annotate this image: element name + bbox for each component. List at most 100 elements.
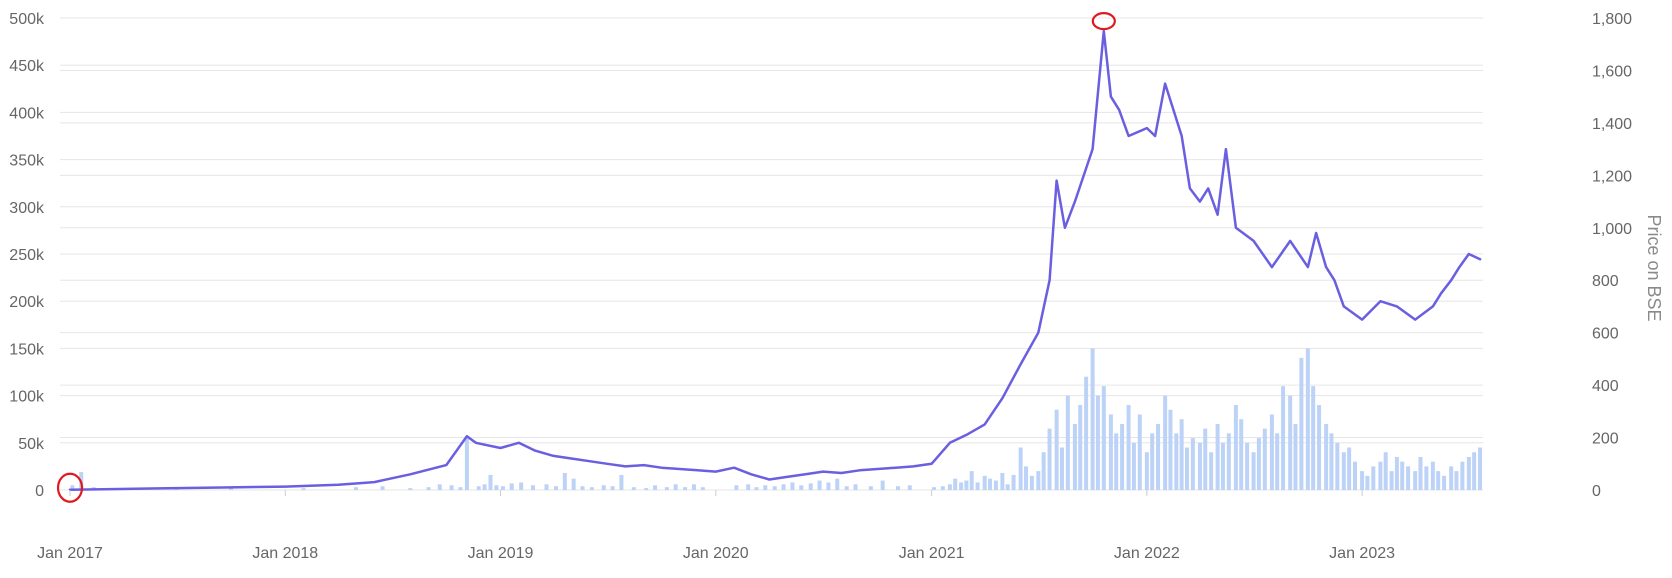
volume-bar (408, 488, 413, 490)
x-tick-label: Jan 2022 (1114, 545, 1180, 562)
left-tick-label: 350k (9, 153, 45, 170)
volume-bar (683, 487, 688, 490)
right-tick-label: 600 (1592, 326, 1619, 343)
volume-bar (1256, 438, 1261, 490)
volume-bar (500, 486, 505, 490)
volume-bar (1275, 433, 1280, 490)
volume-bar (799, 485, 804, 490)
volume-bar (1239, 419, 1244, 490)
volume-bar (1418, 456, 1423, 490)
line-series (68, 29, 1482, 491)
volume-bar (589, 487, 594, 490)
left-tick-label: 150k (9, 341, 45, 358)
volume-bar (734, 485, 739, 490)
volume-bar (70, 485, 75, 490)
volume-bar (1245, 442, 1250, 490)
volume-bar (1460, 461, 1465, 490)
volume-bar (1209, 452, 1214, 490)
volume-bar (1072, 423, 1077, 490)
right-axis-ticks: 0 200 400 600 800 1,000 1,200 1,400 1,600 1,800 (1592, 11, 1632, 500)
volume-bar (1389, 471, 1394, 490)
volume-bar (826, 482, 831, 490)
volume-bar (1305, 348, 1310, 490)
volume-bar (868, 486, 873, 490)
x-tick-label: Jan 2020 (683, 545, 749, 562)
volume-bar (1197, 442, 1202, 490)
volume-bar (1360, 471, 1365, 490)
volume-bar (1168, 409, 1173, 490)
volume-bar (964, 480, 969, 490)
volume-bar (530, 485, 535, 490)
volume-bar (1233, 405, 1238, 490)
volume-bar (644, 488, 649, 490)
right-tick-label: 0 (1592, 483, 1601, 500)
left-tick-label: 250k (9, 247, 45, 264)
volume-bar (1251, 452, 1256, 490)
volume-bar (553, 486, 558, 490)
volume-bar (653, 485, 658, 490)
volume-bar (1137, 414, 1142, 490)
volume-bar (691, 484, 696, 490)
volume-bar (1090, 348, 1095, 490)
volume-bar (380, 486, 385, 490)
volume-bar (1059, 447, 1064, 490)
volume-bar (1347, 447, 1352, 490)
volume-bar (781, 484, 786, 490)
volume-bar (1383, 452, 1388, 490)
volume-bar (1449, 466, 1454, 490)
volume-bar (1041, 452, 1046, 490)
volume-bar (940, 486, 945, 490)
volume-bar (562, 473, 567, 490)
volume-bar (571, 478, 576, 490)
volume-bar (1406, 466, 1411, 490)
right-tick-label: 1,000 (1592, 221, 1632, 238)
volume-bar (458, 487, 463, 490)
volume-bar (947, 484, 952, 490)
volume-bar (1288, 395, 1293, 490)
volume-bar (817, 480, 822, 490)
volume-bar (1281, 386, 1286, 490)
right-axis-title: Price on BSE (1644, 214, 1664, 321)
volume-bar (1413, 471, 1418, 490)
volume-bar (1018, 447, 1023, 490)
volume-bar (509, 483, 514, 490)
volume-bar (544, 484, 549, 490)
volume-bar (1341, 452, 1346, 490)
volume-bar (1156, 423, 1161, 490)
volume-bar (229, 488, 234, 490)
volume-bar (1150, 433, 1155, 490)
left-tick-label: 50k (18, 436, 45, 453)
right-tick-label: 1,600 (1592, 63, 1632, 80)
volume-bar (426, 487, 431, 490)
volume-bar (700, 487, 705, 490)
x-tick-label: Jan 2023 (1329, 545, 1395, 562)
volume-bar (1394, 456, 1399, 490)
volume-bar (580, 486, 585, 490)
volume-bar (987, 478, 992, 490)
volume-bar (631, 487, 636, 490)
volume-bar (1311, 386, 1316, 490)
volume-bar (1126, 405, 1131, 490)
left-tick-label: 300k (9, 200, 45, 217)
volume-bar (1190, 438, 1195, 490)
volume-bar (1029, 475, 1034, 490)
volume-bar (1424, 466, 1429, 490)
x-tick-label: Jan 2021 (899, 545, 965, 562)
right-tick-label: 800 (1592, 273, 1619, 290)
left-tick-label: 100k (9, 389, 45, 406)
volume-bar (772, 486, 777, 490)
bar-series (70, 348, 1483, 490)
volume-bar (1047, 428, 1052, 490)
left-tick-label: 0 (35, 483, 44, 500)
volume-bar (1226, 433, 1231, 490)
volume-bar (1174, 433, 1179, 490)
volume-bar (907, 485, 912, 490)
right-tick-label: 1,400 (1592, 116, 1632, 133)
right-tick-label: 200 (1592, 431, 1619, 448)
volume-bar (1184, 447, 1189, 490)
volume-bar (1078, 405, 1083, 490)
volume-bar (1478, 447, 1483, 490)
volume-bar (1215, 423, 1220, 490)
